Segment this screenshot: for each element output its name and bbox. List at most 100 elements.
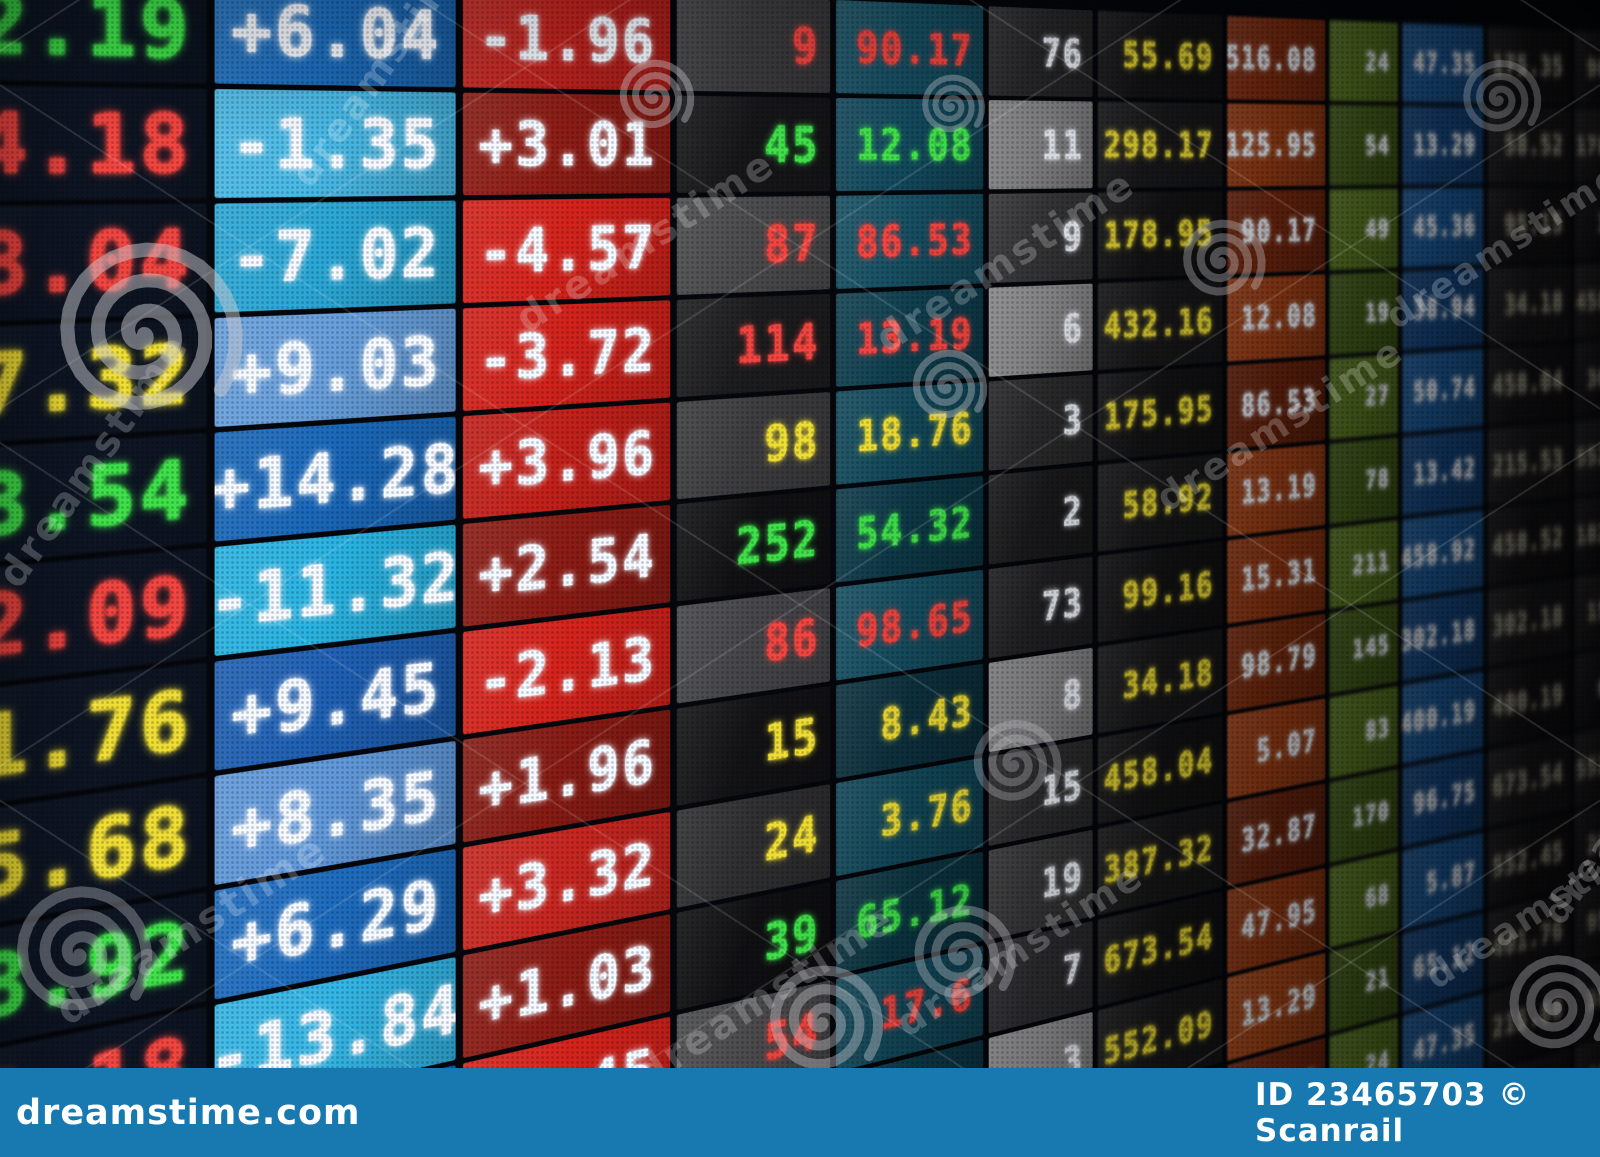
ticker-value: 458.04 <box>1576 284 1600 316</box>
ticker-value: 8 <box>1062 669 1084 720</box>
board-cell: 83 <box>1329 685 1398 779</box>
board-cell: 302.18 <box>1487 577 1571 667</box>
ticker-value: 99.16 <box>1122 563 1214 618</box>
board-cell: 95.15 <box>1487 186 1571 265</box>
ticker-value: 73 <box>1041 578 1084 631</box>
board-cell: 552.09 <box>1574 414 1600 496</box>
ticker-value: 47.95 <box>1241 892 1318 947</box>
ticker-value: 76 <box>1041 28 1084 77</box>
ticker-value: 30.18 <box>1587 972 1600 1016</box>
ticker-value: 19 <box>1041 851 1084 908</box>
board-column-price-orange: 516.08 125.95 90.17 12.08 86.53 13.19 15.31 98.… <box>1227 16 1326 1157</box>
ticker-value: 45.36 <box>1413 211 1477 244</box>
ticker-value: 215.68 <box>1492 993 1564 1044</box>
ticker-value: 8.43 <box>880 685 974 751</box>
ticker-value: +9.03 <box>231 321 441 413</box>
ticker-value: 516.08 <box>1227 39 1318 78</box>
ticker-value: 552.09 <box>1576 437 1600 472</box>
ticker-value: 573.54 <box>0 441 192 567</box>
ticker-value: -3.72 <box>478 314 657 396</box>
dreamstime-logo: dreamstime.com <box>16 1092 361 1133</box>
board-cell: 2 <box>988 465 1093 565</box>
ticker-value: 3.76 <box>880 779 974 847</box>
board-cell: 458.92 <box>1402 509 1484 599</box>
ticker-value: 175.35 <box>1492 50 1564 82</box>
ticker-value: -1.96 <box>478 0 657 77</box>
ticker-value: 38.94 <box>1413 291 1477 326</box>
ticker-value: 3 <box>1062 395 1084 444</box>
board-cell: 458.52 <box>1487 499 1571 587</box>
board-cell: +2.54 <box>462 504 671 627</box>
ticker-value: 47.35 <box>1413 1018 1477 1068</box>
board-cell: 19 <box>1329 271 1398 355</box>
ticker-value: 47.35 <box>1413 47 1477 80</box>
ticker-value: +1.03 <box>478 931 657 1041</box>
ticker-value: +14.28 <box>214 428 456 529</box>
board-cell: 34.18 <box>1097 628 1223 734</box>
ticker-value: 98.79 <box>1241 637 1318 686</box>
ticker-value: 15 <box>764 705 820 773</box>
board-cell: 15 <box>988 738 1093 846</box>
board-cell: +3.01 <box>462 92 671 196</box>
board-column-price-teal: 90.17 12.08 86.53 13.19 18.76 54.32 98.65 8.43 3… <box>836 0 984 1157</box>
board-cell: 76 <box>988 6 1093 98</box>
board-cell: 458.04 <box>1487 343 1571 426</box>
board-cell: 90.76 <box>1574 30 1600 106</box>
ticker-value: 458.52 <box>1492 523 1564 562</box>
ticker-value: 6 <box>1062 304 1084 352</box>
board-cell: 24 <box>1329 20 1398 102</box>
board-cell: +9.03 <box>214 308 456 428</box>
ticker-value: -4.57 <box>478 212 657 288</box>
dreamstime-footer-bar: dreamstime.com ID 23465703 © Scanrail <box>0 1068 1600 1157</box>
board-cell: 387.32 <box>0 318 207 450</box>
ticker-value: 54 <box>764 1000 820 1073</box>
ticker-value: 15.31 <box>1241 552 1318 599</box>
ticker-value: 302.18 <box>1492 601 1564 643</box>
board-cell: 11 <box>988 100 1093 190</box>
board-cell: 98.65 <box>836 569 984 681</box>
ticker-value: 15 <box>1041 760 1084 815</box>
ticker-value: 13.19 <box>856 308 974 365</box>
board-cell: 90.17 <box>836 0 984 96</box>
ticker-value: 98 <box>764 410 820 474</box>
ticker-value: 125.95 <box>1227 127 1318 164</box>
ticker-value: -7.02 <box>231 213 441 299</box>
board-cell: 252 <box>676 490 831 602</box>
board-cell: 400.19 <box>1487 656 1571 747</box>
ticker-value: 552.09 <box>1103 1002 1214 1074</box>
ticker-value: 54.32 <box>856 496 974 560</box>
ticker-value: 252 <box>736 508 820 577</box>
board-cell: 302.3 <box>1574 338 1600 418</box>
board-cell: 125.95 <box>1227 103 1326 187</box>
ticker-value: 83 <box>1365 712 1391 747</box>
ticker-value: 458.92 <box>1402 534 1477 575</box>
ticker-value: 458.04 <box>0 210 192 319</box>
board-cell: 175.95 <box>1097 366 1223 461</box>
board-cell: 15.31 <box>1227 528 1326 624</box>
ticker-value: -11.32 <box>214 536 456 644</box>
board-cell: 145 <box>1329 603 1398 694</box>
board-cell: 55.69 <box>1097 10 1223 100</box>
board-cell: 400.19 <box>1402 671 1484 764</box>
board-cell: 78 <box>1329 437 1398 525</box>
ticker-value: 24 <box>764 803 820 873</box>
board-cell: 9 <box>676 0 831 94</box>
ticker-value: +1.96 <box>478 725 657 826</box>
ticker-value: 34.18 <box>1122 651 1214 708</box>
board-column-volume-silver: 76119632738151973297611 <box>988 6 1093 1157</box>
board-column-volume-olive: 24544919277821114583170682124544919 <box>1329 20 1398 1157</box>
ticker-value: 90.17 <box>856 21 974 76</box>
board-cell: +6.04 <box>214 0 456 88</box>
ticker-value: 18.76 <box>856 402 974 463</box>
board-cell: 49 <box>1329 188 1398 271</box>
ticker-value: 95.15 <box>1504 209 1564 241</box>
board-cell: 13.19 <box>836 287 984 387</box>
board-column-volume-gray: 945871149825286152439546394587114 <box>676 0 831 1157</box>
ticker-value: 9 <box>791 16 820 76</box>
board-cell: 170 <box>1329 768 1398 864</box>
board-cell: 68 <box>1329 851 1398 948</box>
ticker-value: 90.76 <box>1587 54 1600 83</box>
ticker-value: 96.75 <box>1413 776 1477 821</box>
